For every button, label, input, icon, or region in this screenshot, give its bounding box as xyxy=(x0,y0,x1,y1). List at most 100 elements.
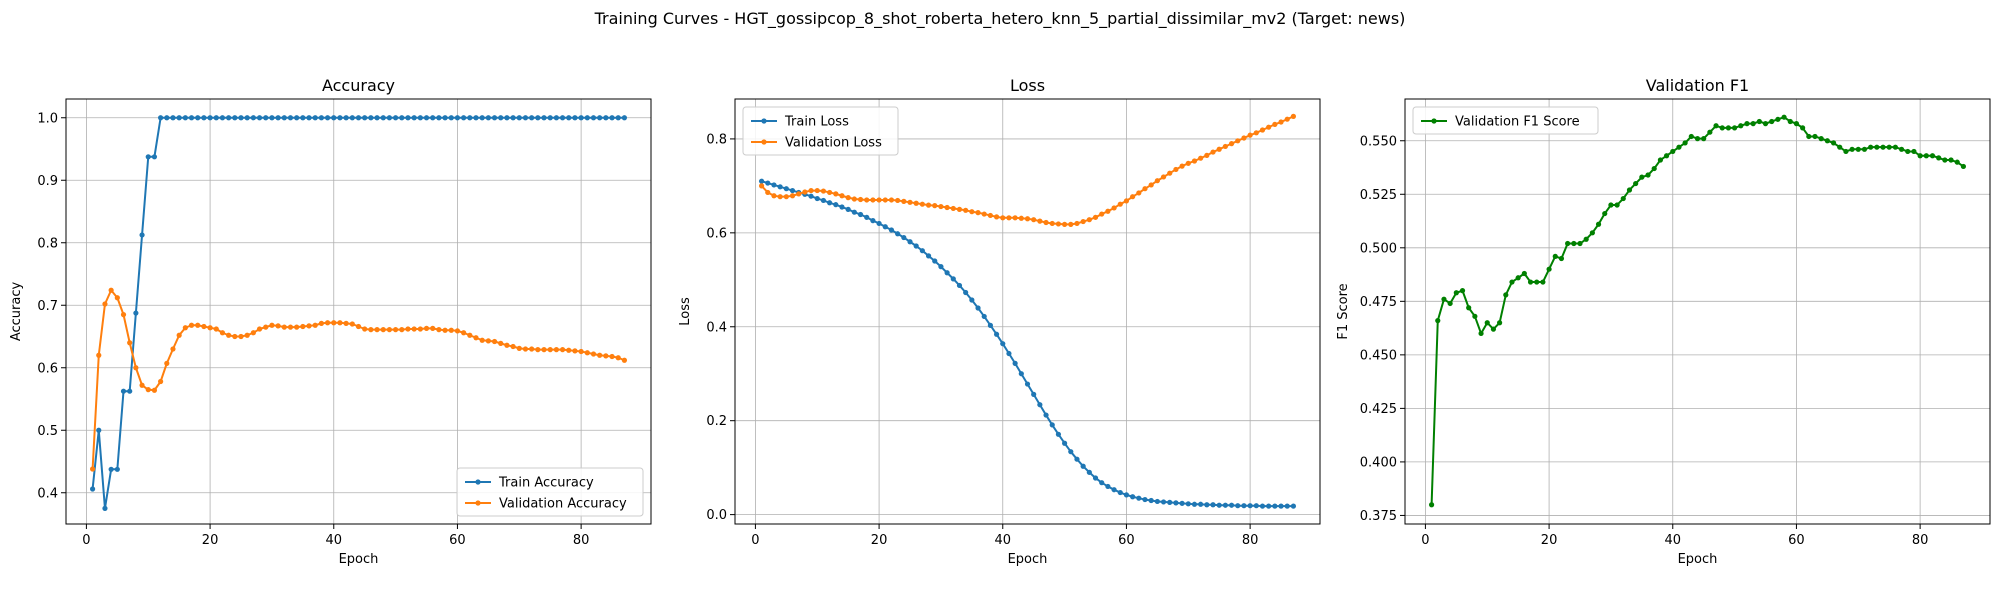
data-point xyxy=(256,115,263,121)
legend-label: Validation Loss xyxy=(785,136,882,151)
data-point xyxy=(1018,215,1024,221)
data-point xyxy=(1936,155,1942,161)
data-point xyxy=(498,340,504,346)
data-point xyxy=(1037,218,1043,224)
data-point xyxy=(1259,503,1266,509)
data-point xyxy=(522,346,529,352)
data-point xyxy=(442,327,448,333)
data-point xyxy=(1657,157,1663,163)
data-point xyxy=(219,115,226,121)
data-point xyxy=(1639,174,1645,180)
data-point xyxy=(1012,360,1018,366)
data-point xyxy=(1074,456,1080,462)
data-point xyxy=(1191,501,1198,507)
data-point xyxy=(1272,121,1278,127)
data-point xyxy=(963,207,969,213)
data-point xyxy=(201,323,207,330)
data-point xyxy=(1210,149,1216,155)
data-point xyxy=(1800,125,1806,131)
data-point xyxy=(870,197,876,203)
x-axis-label: Epoch xyxy=(339,552,379,567)
data-point xyxy=(417,326,423,332)
data-point xyxy=(876,220,882,227)
data-point xyxy=(1024,381,1031,387)
data-point xyxy=(864,197,870,203)
data-point xyxy=(331,320,337,326)
legend-box xyxy=(1412,106,1599,135)
data-point xyxy=(1210,502,1216,508)
data-point xyxy=(1235,503,1241,509)
figure-title: Training Curves - HGT_gossipcop_8_shot_r… xyxy=(594,9,1406,28)
data-point xyxy=(603,353,609,359)
data-point xyxy=(584,115,590,121)
data-point xyxy=(1688,133,1694,140)
data-point xyxy=(925,202,932,208)
data-point xyxy=(294,324,300,330)
data-point xyxy=(1571,240,1577,247)
x-axis-label: Epoch xyxy=(1678,552,1718,567)
data-point xyxy=(1080,218,1086,225)
data-point xyxy=(765,180,771,186)
data-point xyxy=(164,360,170,366)
data-point xyxy=(1793,121,1800,127)
data-point xyxy=(170,115,176,121)
data-point xyxy=(1769,118,1775,125)
data-point xyxy=(529,115,535,121)
data-point xyxy=(244,115,250,121)
data-point xyxy=(139,232,145,238)
data-point xyxy=(343,115,349,121)
data-point xyxy=(956,282,963,289)
data-point xyxy=(1136,190,1142,196)
data-point xyxy=(362,326,368,332)
data-point xyxy=(176,332,182,338)
series-validation-accuracy xyxy=(89,287,628,472)
y-tick-label: 0.7 xyxy=(37,299,58,314)
y-axis-label: Accuracy xyxy=(9,282,24,342)
data-point xyxy=(870,218,876,224)
data-point xyxy=(1006,350,1012,357)
data-point xyxy=(1185,160,1191,166)
data-point xyxy=(1080,463,1086,469)
data-point xyxy=(1130,194,1136,200)
data-point xyxy=(1602,210,1608,217)
data-point xyxy=(1960,163,1967,170)
data-point xyxy=(213,115,219,121)
data-point xyxy=(1235,138,1241,144)
data-point xyxy=(324,115,331,121)
data-point xyxy=(882,224,888,230)
data-point xyxy=(839,193,845,199)
data-point xyxy=(405,326,411,332)
data-point xyxy=(1179,500,1185,506)
plot-frame xyxy=(1404,98,1991,525)
data-point xyxy=(615,115,621,121)
data-point xyxy=(851,196,857,202)
data-point xyxy=(981,313,987,320)
data-point xyxy=(244,332,250,338)
data-point xyxy=(1818,136,1824,142)
data-point xyxy=(1092,475,1099,481)
data-point xyxy=(615,355,621,361)
data-point xyxy=(547,115,553,121)
data-point xyxy=(170,346,176,352)
data-point xyxy=(1676,144,1682,150)
data-point xyxy=(1173,166,1179,173)
data-point xyxy=(1453,290,1459,296)
data-point xyxy=(238,115,244,121)
y-tick-label: 1.0 xyxy=(37,111,58,126)
data-point xyxy=(1861,146,1868,152)
series-train-loss xyxy=(758,178,1297,509)
data-point xyxy=(876,197,882,203)
data-point xyxy=(1459,288,1466,294)
data-point xyxy=(1117,489,1123,496)
data-point xyxy=(547,347,553,353)
data-point xyxy=(182,325,188,331)
data-point xyxy=(1130,494,1136,500)
data-point xyxy=(975,305,981,311)
data-point xyxy=(566,115,572,121)
data-point xyxy=(1062,221,1068,227)
data-point xyxy=(1012,215,1018,221)
plot-frame xyxy=(65,98,652,525)
data-point xyxy=(399,327,405,333)
data-point xyxy=(312,322,318,328)
data-point xyxy=(1018,371,1024,377)
